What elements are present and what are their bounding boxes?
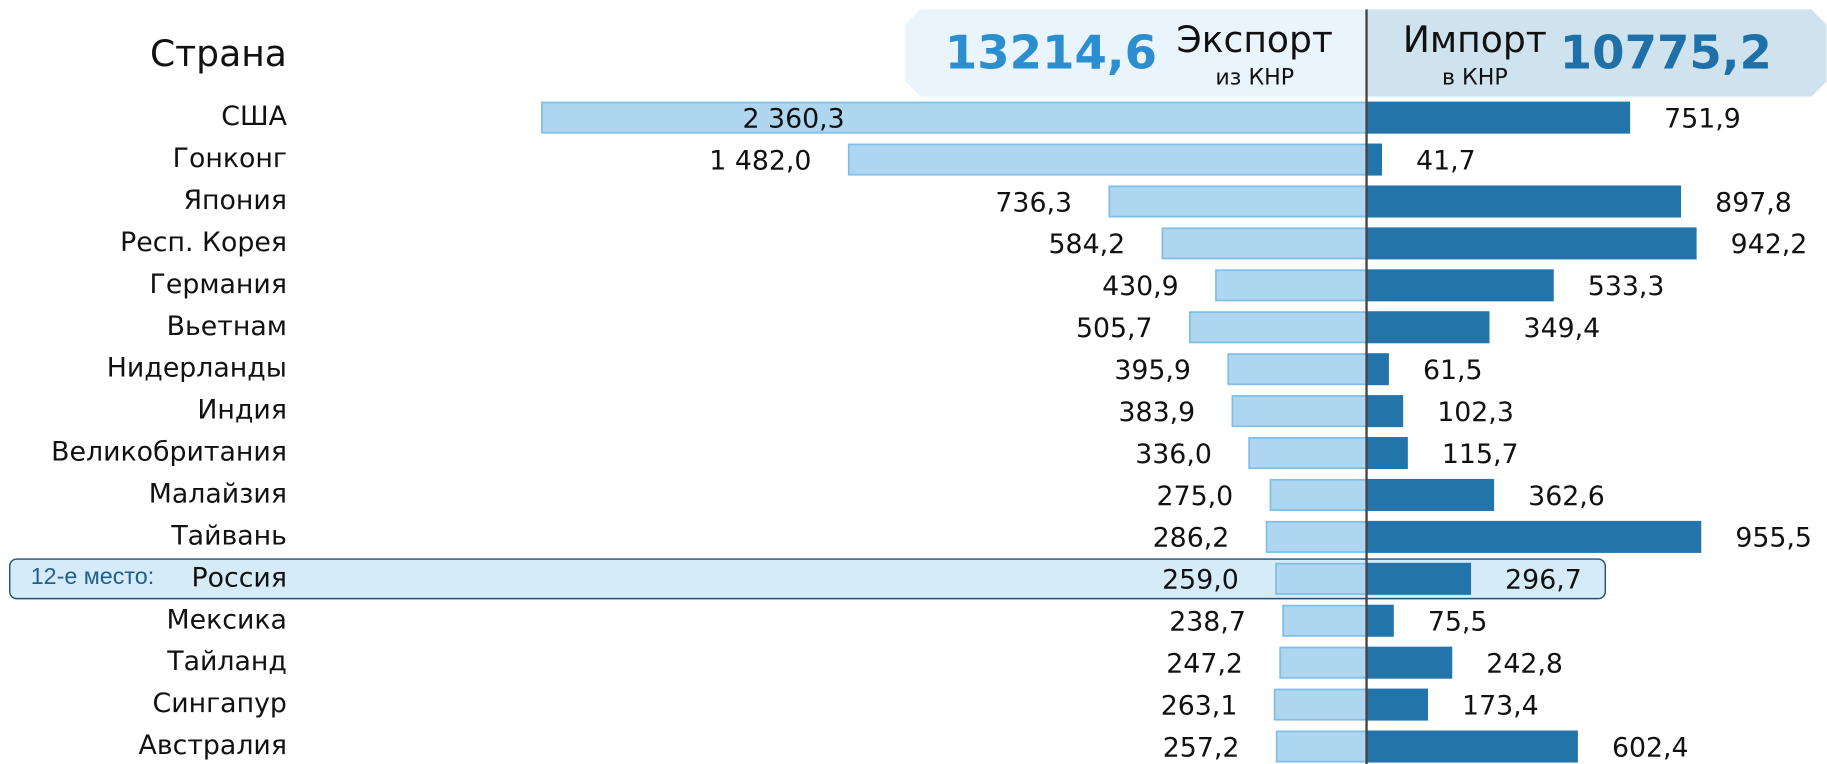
bar [1365,437,1408,470]
bar [1365,101,1631,134]
highlight-box [9,558,1606,600]
value-label: 257,2 [1163,732,1240,763]
value-label: 533,3 [1588,271,1665,302]
bar [1265,520,1368,553]
value-label: 238,7 [1169,607,1246,638]
bar [1227,353,1368,386]
value-label: 242,8 [1486,649,1563,680]
value-label: 115,7 [1442,439,1519,470]
category-label: Нидерланды [107,353,287,384]
import-header-box [1366,9,1827,97]
bar [1365,227,1697,260]
category-label: Тайвань [170,520,287,551]
bar [1365,646,1453,679]
category-label: Тайланд [166,646,287,677]
export-total: 13214,6 [945,25,1157,79]
value-label: 349,4 [1524,313,1601,344]
bar [1365,604,1394,637]
bar [1365,688,1429,721]
import-title: Импорт [1403,18,1547,61]
bar [847,143,1368,176]
bar [1365,562,1472,595]
category-label: Мексика [167,604,287,635]
bar [1215,269,1368,302]
highlight-label: 12-е место: [31,563,154,589]
category-label: Респ. Корея [120,227,287,258]
bar [1365,143,1382,176]
bar [1365,353,1389,386]
value-label: 1 482,0 [709,145,811,176]
value-label: 955,5 [1735,523,1812,554]
bar [1279,646,1368,679]
value-label: 61,5 [1423,355,1483,386]
category-label: Япония [183,185,286,216]
bar [1365,185,1682,218]
bar [1248,437,1368,470]
value-label: 263,1 [1161,690,1238,721]
category-label: Великобритания [51,437,287,468]
value-label: 296,7 [1505,565,1582,596]
category-label: Индия [197,395,287,426]
category-label: Германия [150,269,287,300]
bar [1365,520,1702,553]
value-label: 2 360,3 [743,103,845,134]
import-total: 10775,2 [1560,25,1772,79]
category-label: Россия [191,562,286,593]
bar [1231,395,1368,428]
bar [1188,311,1368,344]
bar [1282,604,1368,637]
value-label: 602,4 [1612,732,1689,763]
value-label: 75,5 [1428,607,1488,638]
import-subtitle: в КНР [1442,65,1508,91]
value-label: 286,2 [1153,523,1230,554]
export-header-box [905,9,1367,97]
bar [1273,688,1368,721]
value-label: 584,2 [1049,229,1126,260]
bar [1365,478,1495,511]
value-label: 395,9 [1114,355,1191,386]
category-label: Сингапур [153,688,287,719]
category-label: Вьетнам [167,311,287,342]
value-label: 41,7 [1416,145,1476,176]
value-label: 736,3 [995,187,1072,218]
value-label: 336,0 [1135,439,1212,470]
category-label: Малайзия [149,478,287,509]
export-subtitle: из КНР [1215,65,1294,91]
value-label: 247,2 [1166,649,1243,680]
value-label: 173,4 [1462,690,1539,721]
bar [1275,730,1368,763]
bar [1365,730,1578,763]
bar [1161,227,1368,260]
bar [1365,311,1490,344]
bar [1365,395,1404,428]
value-label: 751,9 [1664,103,1741,134]
value-label: 102,3 [1437,397,1514,428]
category-label: Австралия [139,730,287,761]
export-title: Экспорт [1177,18,1333,61]
value-label: 362,6 [1528,481,1605,512]
bar [1269,478,1368,511]
bar [1365,269,1554,302]
category-label: США [221,101,287,132]
value-label: 942,2 [1731,229,1808,260]
value-label: 259,0 [1162,565,1239,596]
category-header: Страна [150,32,287,75]
category-label: Гонконг [173,143,287,174]
value-label: 505,7 [1076,313,1153,344]
bar [1108,185,1368,218]
value-label: 430,9 [1102,271,1179,302]
value-label: 897,8 [1715,187,1792,218]
bar [541,101,1368,134]
value-label: 383,9 [1119,397,1196,428]
bar [1275,562,1368,595]
value-label: 275,0 [1157,481,1234,512]
